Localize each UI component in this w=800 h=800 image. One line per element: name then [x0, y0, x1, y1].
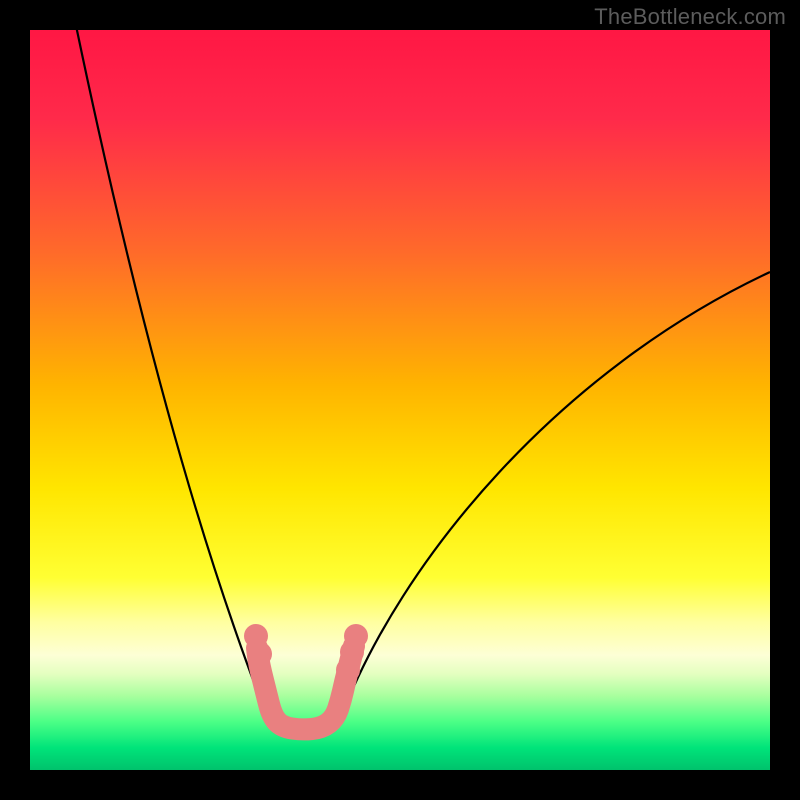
- worm-dot: [248, 642, 272, 666]
- watermark-text: TheBottleneck.com: [594, 4, 786, 30]
- worm-dot: [344, 624, 368, 648]
- chart-canvas: TheBottleneck.com: [0, 0, 800, 800]
- chart-svg: [0, 0, 800, 800]
- gradient-panel: [30, 30, 770, 770]
